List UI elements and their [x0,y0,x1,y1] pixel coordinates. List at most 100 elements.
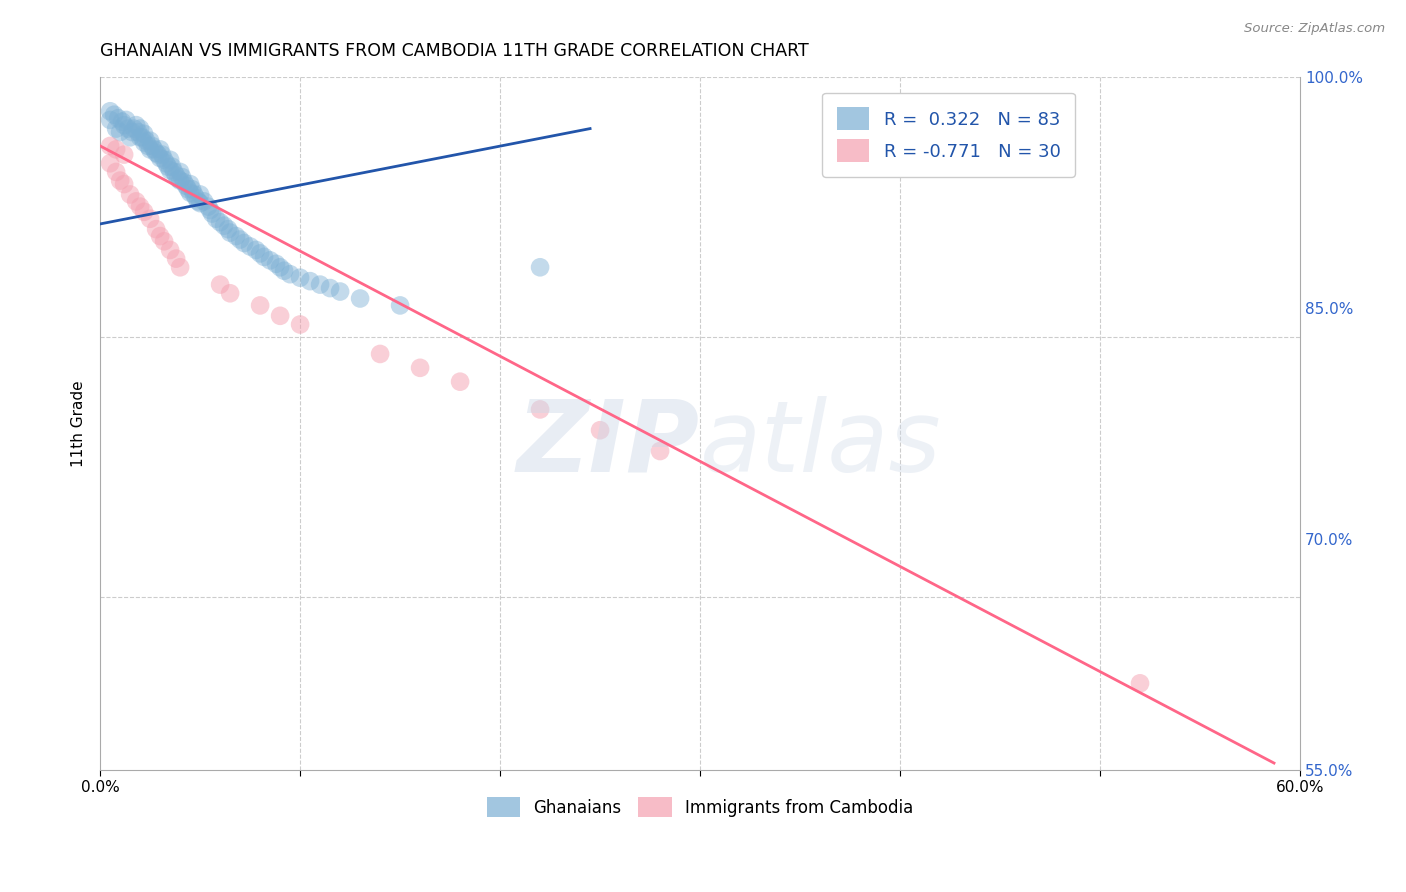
Point [201,206,224,220]
Text: Source: ZipAtlas.com: Source: ZipAtlas.com [1244,22,1385,36]
Legend: Ghanaians, Immigrants from Cambodia: Ghanaians, Immigrants from Cambodia [481,790,920,824]
Point [108,125,131,139]
Point [141,139,163,153]
Point [172,170,194,185]
Point [217,222,239,236]
Point [193,194,215,209]
Point [112,118,135,132]
Point [259,253,281,268]
Point [98,139,121,153]
Point [233,235,256,250]
Point [229,233,252,247]
Point [174,178,197,193]
Point [146,147,169,161]
Point [188,187,211,202]
Point [107,112,129,126]
Point [239,239,262,253]
Point [368,347,391,361]
Point [177,182,200,196]
Point [165,169,187,183]
Point [329,285,352,299]
Point [209,277,232,292]
Point [160,160,183,174]
Point [245,243,267,257]
Point [129,121,152,136]
Point [129,130,152,145]
Point [150,147,173,161]
Point [212,219,235,233]
Point [98,156,121,170]
Point [139,134,162,148]
Point [309,277,332,292]
Point [120,187,142,202]
Point [188,196,211,211]
Point [135,134,157,148]
Point [169,173,191,187]
Point [149,142,172,156]
Point [529,402,551,417]
Point [125,118,148,132]
Point [149,229,172,244]
Point [103,108,125,122]
Point [159,163,181,178]
Point [157,160,180,174]
Point [127,125,149,139]
Point [145,145,167,160]
Point [249,298,271,312]
Point [269,309,291,323]
Point [319,281,342,295]
Point [105,142,128,156]
Point [149,151,172,165]
Point [108,173,131,187]
Point [139,142,162,156]
Point [409,360,432,375]
Point [112,147,135,161]
Point [145,222,167,236]
Point [131,130,153,145]
Point [134,204,156,219]
Point [163,165,186,179]
Point [122,121,145,136]
Point [225,229,247,244]
Point [219,226,242,240]
Point [136,139,159,153]
Point [98,112,121,127]
Point [115,112,138,127]
Point [111,114,134,128]
Point [173,175,195,189]
Point [288,270,311,285]
Text: atlas: atlas [700,395,942,492]
Point [134,136,156,150]
Point [98,104,121,119]
Point [112,177,135,191]
Point [105,121,128,136]
Point [143,142,166,156]
Point [117,121,139,136]
Point [198,203,221,218]
Point [209,215,232,229]
Point [125,194,148,209]
Point [105,165,128,179]
Point [139,211,162,226]
Y-axis label: 11th Grade: 11th Grade [72,380,86,467]
Point [449,375,471,389]
Point [159,243,181,257]
Point [169,165,191,179]
Point [264,257,287,271]
Point [349,292,371,306]
Point [589,423,612,437]
Point [197,200,219,214]
Point [288,318,311,332]
Text: GHANAIAN VS IMMIGRANTS FROM CAMBODIA 11TH GRADE CORRELATION CHART: GHANAIAN VS IMMIGRANTS FROM CAMBODIA 11T… [100,42,808,60]
Point [179,177,201,191]
Point [183,187,205,202]
Point [1129,676,1152,690]
Point [169,260,191,275]
Point [278,267,301,281]
Point [249,246,271,260]
Point [179,186,201,200]
Point [153,234,176,248]
Point [134,127,156,141]
Point [273,264,295,278]
Point [389,298,412,312]
